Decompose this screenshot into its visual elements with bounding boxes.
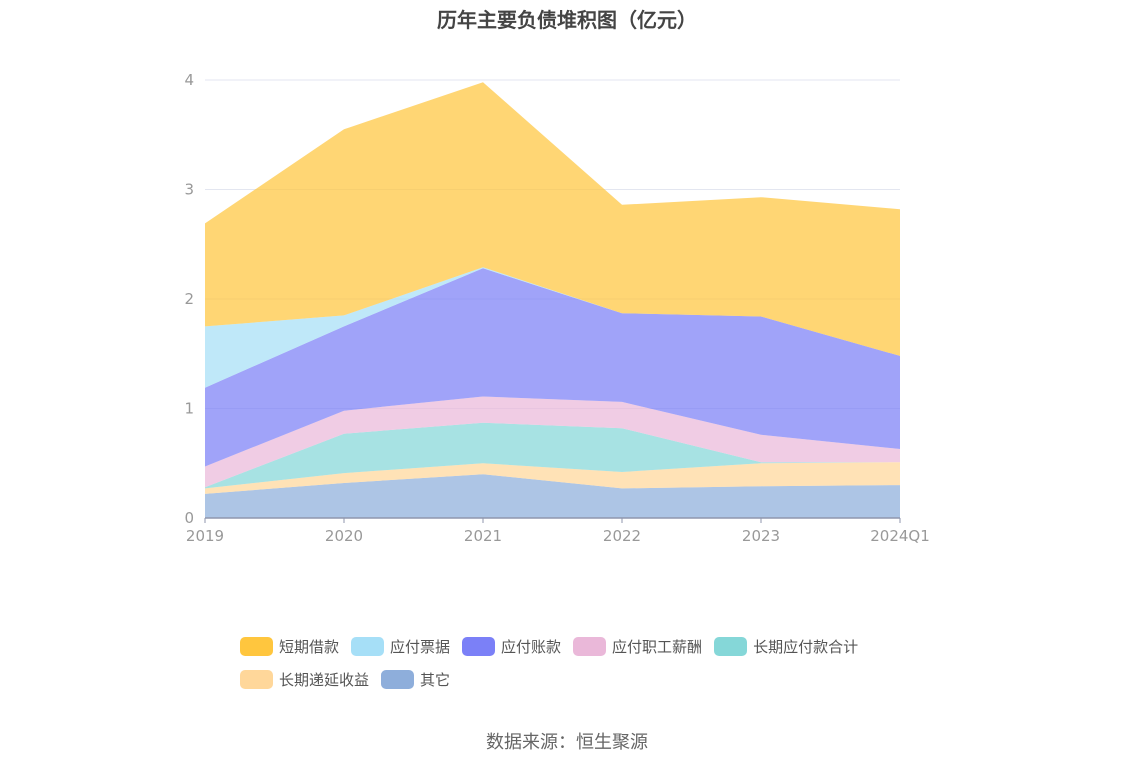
legend-swatch <box>240 637 273 656</box>
legend-swatch <box>573 637 607 656</box>
legend-label: 长期递延收益 <box>279 671 370 689</box>
legend-item[interactable]: 短期借款 <box>240 636 339 657</box>
x-tick-label: 2020 <box>325 527 363 545</box>
area-series-3 <box>205 396 900 488</box>
legend-row: 短期借款 应付票据 应付账款 应付职工薪酬 长期应付款合计 <box>240 630 940 663</box>
y-tick-label: 3 <box>184 181 194 199</box>
x-tick-label: 2021 <box>464 527 502 545</box>
legend-row: 长期递延收益 其它 <box>240 663 940 696</box>
legend-item[interactable]: 应付票据 <box>351 636 450 657</box>
legend-label: 应付账款 <box>501 638 562 656</box>
legend-swatch <box>240 670 273 689</box>
legend: 短期借款 应付票据 应付账款 应付职工薪酬 长期应付款合计长期递延收益 其它 <box>240 630 940 696</box>
chart-title: 历年主要负债堆积图（亿元） <box>437 8 697 32</box>
legend-item[interactable]: 长期递延收益 <box>240 669 369 690</box>
area-series-2 <box>205 422 900 489</box>
legend-swatch <box>714 637 748 656</box>
source-note: 数据来源：恒生聚源 <box>486 732 648 753</box>
area-series-1 <box>205 462 900 494</box>
legend-label: 长期应付款合计 <box>753 638 859 656</box>
area-series-4 <box>205 268 900 467</box>
area-series-0 <box>205 474 900 518</box>
x-tick-label: 2019 <box>186 527 224 545</box>
y-tick-label: 2 <box>184 290 194 308</box>
y-tick-label: 0 <box>184 509 194 527</box>
legend-label: 短期借款 <box>279 638 340 656</box>
x-tick-label: 2024Q1 <box>870 527 930 545</box>
legend-swatch <box>462 637 496 656</box>
tick-labels: 0 1 2 3 4 2019 2020 2021 2022 2023 2024Q1 <box>184 71 929 545</box>
y-tick-label: 1 <box>184 400 194 418</box>
x-tick-label: 2022 <box>603 527 641 545</box>
axes <box>204 517 901 523</box>
y-tick-label: 4 <box>184 71 194 89</box>
legend-label: 其它 <box>420 671 451 689</box>
area-series-layer <box>205 82 900 518</box>
x-tick-label: 2023 <box>742 527 780 545</box>
legend-label: 应付票据 <box>390 638 451 656</box>
legend-swatch <box>351 637 385 656</box>
legend-item[interactable]: 其它 <box>381 669 450 690</box>
legend-swatch <box>381 670 415 689</box>
legend-item[interactable]: 应付账款 <box>462 636 561 657</box>
area-series-6 <box>205 82 900 356</box>
legend-label: 应付职工薪酬 <box>612 638 703 656</box>
legend-item[interactable]: 应付职工薪酬 <box>573 636 702 657</box>
legend-item[interactable]: 长期应付款合计 <box>714 636 858 657</box>
